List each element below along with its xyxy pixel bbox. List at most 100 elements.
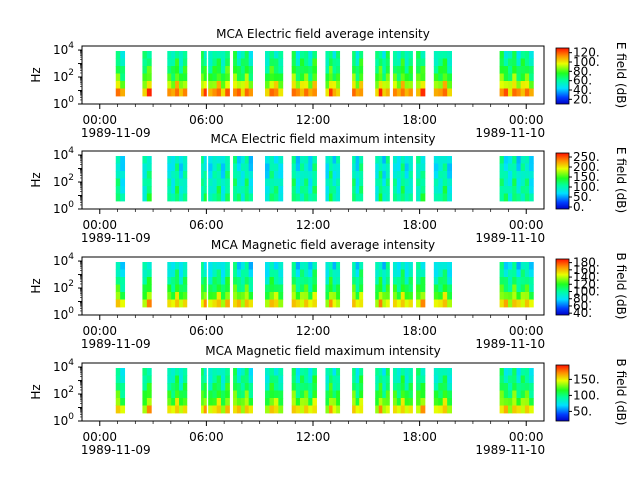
heatmap-cell: [512, 405, 517, 414]
heatmap-cell: [512, 156, 517, 164]
heatmap-cell: [408, 81, 413, 89]
heatmap-cell: [392, 178, 398, 187]
heatmap-cell: [201, 390, 205, 399]
heatmap-cell: [328, 277, 333, 285]
heatmap-cell: [248, 163, 253, 172]
heatmap-cell: [236, 284, 242, 293]
heatmap-cell: [216, 390, 222, 399]
heatmap-cell: [499, 405, 505, 414]
heatmap-cell: [273, 88, 279, 97]
heatmap-cell: [278, 178, 284, 187]
heatmap-cell: [167, 193, 172, 202]
heatmap-cell: [524, 277, 530, 285]
heatmap-cell: [308, 398, 313, 406]
heatmap-cell: [420, 262, 426, 270]
heatmap-cell: [359, 186, 364, 194]
heatmap-cell: [299, 88, 305, 97]
heatmap-cell: [236, 81, 242, 89]
heatmap-cell: [167, 178, 172, 187]
heatmap-cell: [220, 269, 226, 278]
heatmap-cell: [378, 390, 383, 399]
heatmap-cell: [442, 262, 448, 270]
heatmap-cell: [120, 171, 126, 179]
heatmap-cell: [392, 277, 398, 285]
heatmap-cell: [312, 299, 317, 308]
heatmap-cell: [325, 390, 330, 399]
heatmap-cell: [438, 171, 444, 179]
heatmap-cell: [240, 375, 246, 384]
heatmap-cell: [208, 405, 213, 414]
heatmap-cell: [385, 51, 390, 59]
heatmap-cell: [308, 262, 313, 270]
colorbar-tick-label: 160.: [573, 263, 600, 277]
heatmap-cell: [236, 277, 242, 285]
heatmap-cell: [312, 405, 317, 414]
heatmap-cell: [503, 73, 509, 82]
heatmap-cell: [325, 58, 330, 67]
heatmap-cell: [420, 178, 426, 187]
heatmap-cell: [442, 284, 448, 293]
heatmap-cell: [115, 269, 121, 278]
heatmap-cell: [312, 292, 317, 300]
heatmap-cell: [416, 58, 421, 67]
heatmap-cell: [208, 398, 213, 406]
heatmap-cell: [524, 398, 530, 406]
heatmap-cell: [392, 383, 398, 391]
heatmap-cell: [278, 292, 284, 300]
heatmap-cell: [359, 163, 364, 172]
heatmap-cell: [240, 269, 246, 278]
heatmap-cell: [420, 277, 426, 285]
heatmap-cell: [420, 58, 426, 67]
heatmap-cell: [400, 171, 406, 179]
heatmap-cell: [332, 163, 337, 172]
heatmap-cell: [299, 390, 305, 399]
heatmap-cell: [503, 58, 509, 67]
heatmap-cell: [179, 398, 184, 406]
heatmap-cell: [203, 398, 207, 406]
heatmap-cell: [438, 51, 444, 59]
heatmap-cell: [328, 375, 333, 384]
panel-4: MCA Magnetic field maximum intensity1001…: [29, 344, 628, 457]
heatmap-cell: [220, 73, 226, 82]
heatmap-cell: [404, 193, 409, 202]
heatmap-cell: [182, 405, 188, 414]
heatmap-cell: [236, 171, 242, 179]
x-date-label: 1989-11-09: [81, 231, 151, 245]
heatmap-cell: [115, 368, 121, 376]
colorbar-tick-label: 80.: [573, 292, 592, 306]
heatmap-cell: [499, 277, 505, 285]
heatmap-cell: [404, 156, 409, 164]
heatmap-cell: [115, 277, 121, 285]
heatmap-cell: [304, 398, 309, 406]
heatmap-cell: [146, 262, 152, 270]
heatmap-cell: [516, 178, 522, 187]
heatmap-cell: [182, 262, 188, 270]
heatmap-cell: [529, 375, 534, 384]
heatmap-cell: [175, 73, 180, 82]
heatmap-cell: [212, 171, 218, 179]
heatmap-cell: [400, 178, 406, 187]
heatmap-cell: [175, 277, 180, 285]
heatmap-cell: [233, 163, 238, 172]
heatmap-cell: [216, 163, 222, 172]
heatmap-cell: [382, 292, 387, 300]
heatmap-cell: [240, 163, 246, 172]
heatmap-cell: [179, 262, 184, 270]
heatmap-cell: [404, 383, 409, 391]
heatmap-cell: [378, 171, 383, 179]
heatmap-cell: [225, 262, 230, 270]
heatmap-cell: [332, 193, 337, 202]
heatmap-cell: [503, 390, 509, 399]
heatmap-cell: [295, 262, 301, 270]
heatmap-cell: [201, 88, 205, 97]
heatmap-cell: [167, 186, 172, 194]
heatmap-cell: [299, 405, 305, 414]
heatmap-cell: [433, 262, 439, 270]
heatmap-cell: [304, 58, 309, 67]
heatmap-cell: [392, 51, 398, 59]
heatmap-cell: [225, 193, 230, 202]
heatmap-cell: [382, 186, 387, 194]
heatmap-cell: [233, 269, 238, 278]
heatmap-cell: [265, 390, 270, 399]
heatmap-cell: [336, 51, 341, 59]
